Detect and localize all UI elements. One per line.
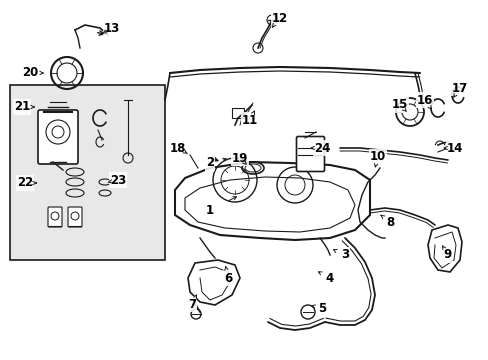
- Text: 20: 20: [22, 67, 38, 80]
- Text: 1: 1: [205, 203, 214, 216]
- Text: 21: 21: [14, 100, 30, 113]
- Text: 7: 7: [187, 297, 196, 310]
- FancyBboxPatch shape: [48, 207, 62, 227]
- Bar: [231, 108, 244, 118]
- Text: 22: 22: [17, 176, 33, 189]
- Text: 17: 17: [451, 81, 467, 94]
- Text: 11: 11: [242, 113, 258, 126]
- Text: 16: 16: [416, 94, 432, 107]
- Text: 4: 4: [325, 271, 333, 284]
- Text: 23: 23: [110, 174, 126, 186]
- Text: 24: 24: [313, 141, 329, 154]
- FancyBboxPatch shape: [296, 136, 324, 171]
- Text: 14: 14: [446, 141, 462, 154]
- Text: 5: 5: [317, 302, 325, 315]
- Text: 10: 10: [369, 150, 386, 163]
- Bar: [10, 85, 164, 260]
- Text: 12: 12: [271, 12, 287, 24]
- Text: 13: 13: [103, 22, 120, 35]
- FancyBboxPatch shape: [68, 207, 82, 227]
- Text: 8: 8: [385, 216, 393, 229]
- Text: 3: 3: [340, 248, 348, 261]
- Text: 19: 19: [231, 152, 248, 165]
- Text: 6: 6: [224, 271, 232, 284]
- Text: 2: 2: [205, 157, 214, 170]
- Text: 9: 9: [443, 248, 451, 261]
- Text: 15: 15: [391, 99, 407, 112]
- Text: 18: 18: [169, 141, 186, 154]
- FancyBboxPatch shape: [38, 110, 78, 164]
